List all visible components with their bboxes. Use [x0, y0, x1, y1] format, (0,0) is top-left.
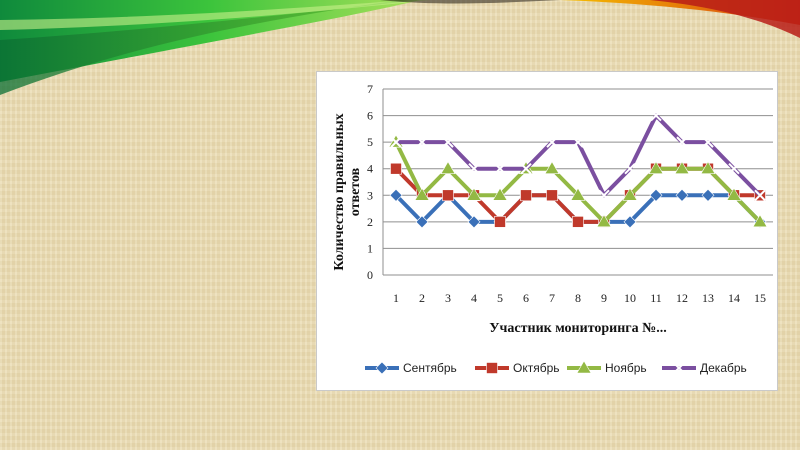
data-point	[728, 163, 740, 175]
x-tick-label: 4	[471, 291, 477, 305]
x-tick-label: 15	[754, 291, 766, 305]
data-point	[650, 109, 662, 122]
x-tick-label: 13	[702, 291, 714, 305]
banner-red-wave	[650, 0, 800, 38]
data-point	[701, 188, 715, 202]
y-tick-label: 3	[367, 188, 373, 202]
data-point	[390, 162, 402, 175]
legend-marker	[576, 360, 592, 374]
y-axis-title: Количество правильныхответов	[332, 113, 363, 270]
data-point	[624, 163, 636, 175]
x-tick-label: 5	[497, 291, 503, 305]
x-tick-label: 11	[650, 291, 662, 305]
data-point	[442, 189, 454, 202]
series-3	[388, 134, 768, 228]
data-point	[675, 188, 689, 202]
series-layer	[388, 109, 768, 229]
decorative-banner	[0, 0, 800, 95]
y-axis-ticks: 0 1 2 3 4 5 6 7	[367, 82, 373, 282]
banner-green-wave-dark	[0, 0, 420, 95]
y-tick-label: 0	[367, 268, 373, 282]
data-point	[702, 136, 714, 148]
x-tick-label: 2	[419, 291, 425, 305]
data-point	[544, 161, 560, 175]
data-point	[494, 216, 506, 228]
x-tick-label: 10	[624, 291, 636, 305]
data-point	[467, 215, 481, 229]
data-point	[440, 161, 456, 175]
legend-item: Сентябрь	[365, 361, 457, 375]
data-point	[726, 187, 742, 201]
data-point	[752, 214, 768, 228]
y-tick-label: 2	[367, 215, 373, 229]
x-tick-label: 9	[601, 291, 607, 305]
y-tick-label: 1	[367, 241, 373, 255]
legend-marker	[486, 362, 498, 374]
data-point	[676, 136, 688, 148]
x-tick-label: 8	[575, 291, 581, 305]
series-line	[396, 113, 762, 198]
data-point	[492, 187, 508, 201]
legend-item: Декабрь	[662, 361, 747, 375]
x-tick-label: 14	[728, 291, 740, 305]
x-axis-title: Участник мониторинга №...	[489, 321, 666, 336]
data-point	[442, 136, 454, 148]
data-point	[570, 187, 586, 201]
data-point	[598, 189, 610, 201]
legend-label: Сентябрь	[403, 361, 457, 375]
x-tick-label: 12	[676, 291, 688, 305]
data-point	[700, 161, 716, 175]
legend-item: Октябрь	[475, 361, 560, 375]
data-point	[754, 189, 766, 201]
y-tick-label: 4	[367, 162, 373, 176]
legend-label: Ноябрь	[605, 361, 647, 375]
data-point	[494, 163, 506, 175]
banner-dark-wave	[380, 0, 560, 4]
x-axis-ticks: 1 2 3 4 5 6 7 8 9 10 11 12 13 14 15	[393, 291, 766, 305]
series-line	[394, 141, 762, 224]
legend-marker	[375, 361, 389, 375]
legend-marker	[673, 362, 685, 374]
x-tick-label: 6	[523, 291, 529, 305]
data-point	[596, 214, 612, 228]
data-point	[546, 136, 558, 148]
data-point	[390, 136, 402, 148]
data-point	[623, 215, 637, 229]
x-tick-label: 1	[393, 291, 399, 305]
data-point	[468, 163, 480, 175]
data-point	[674, 161, 690, 175]
legend-label: Октябрь	[513, 361, 560, 375]
legend-item: Ноябрь	[567, 360, 647, 375]
series-4	[390, 109, 766, 201]
legend: Сентябрь Октябрь Ноябрь Декабрь	[365, 360, 747, 375]
legend-label: Декабрь	[700, 361, 747, 375]
banner-light-stripe	[0, 0, 430, 30]
data-point	[622, 187, 638, 201]
x-tick-label: 7	[549, 291, 555, 305]
y-axis-title-line: Количество правильных	[332, 113, 347, 270]
y-tick-label: 6	[367, 109, 373, 123]
data-point	[414, 187, 430, 201]
y-tick-label: 7	[367, 82, 373, 96]
data-point	[389, 188, 403, 202]
data-point	[415, 215, 429, 229]
gridlines	[382, 88, 773, 276]
y-tick-label: 5	[367, 135, 373, 149]
data-point	[649, 188, 663, 202]
data-point	[572, 216, 584, 228]
data-point	[416, 136, 428, 148]
data-point	[572, 136, 584, 148]
y-axis-title-line: ответов	[348, 167, 363, 216]
data-point	[546, 189, 558, 202]
data-point	[466, 187, 482, 201]
data-point	[648, 161, 664, 175]
x-tick-label: 3	[445, 291, 451, 305]
data-point	[520, 163, 532, 175]
data-point	[520, 189, 532, 202]
